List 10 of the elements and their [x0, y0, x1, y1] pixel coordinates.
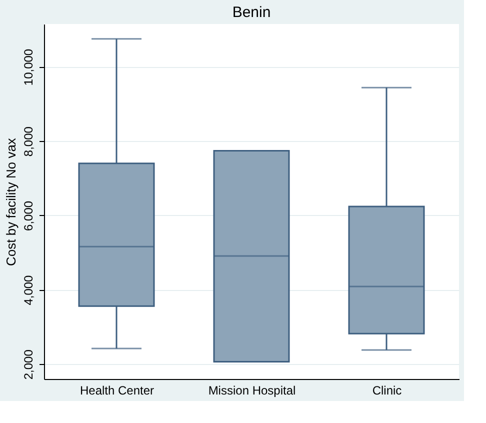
y-tick-label: 10,000	[22, 48, 36, 86]
chart-title: Benin	[232, 4, 271, 21]
y-tick-label: 2,000	[22, 349, 36, 380]
x-tick-label: Health Center	[80, 384, 154, 398]
x-tick-label: Clinic	[372, 384, 402, 398]
y-tick-label: 4,000	[22, 274, 36, 306]
y-axis-title: Cost by facility No vax	[4, 138, 18, 266]
y-tick-label: 6,000	[22, 200, 36, 231]
x-tick-label: Mission Hospital	[208, 384, 296, 398]
y-tick-label: 8,000	[22, 126, 36, 157]
